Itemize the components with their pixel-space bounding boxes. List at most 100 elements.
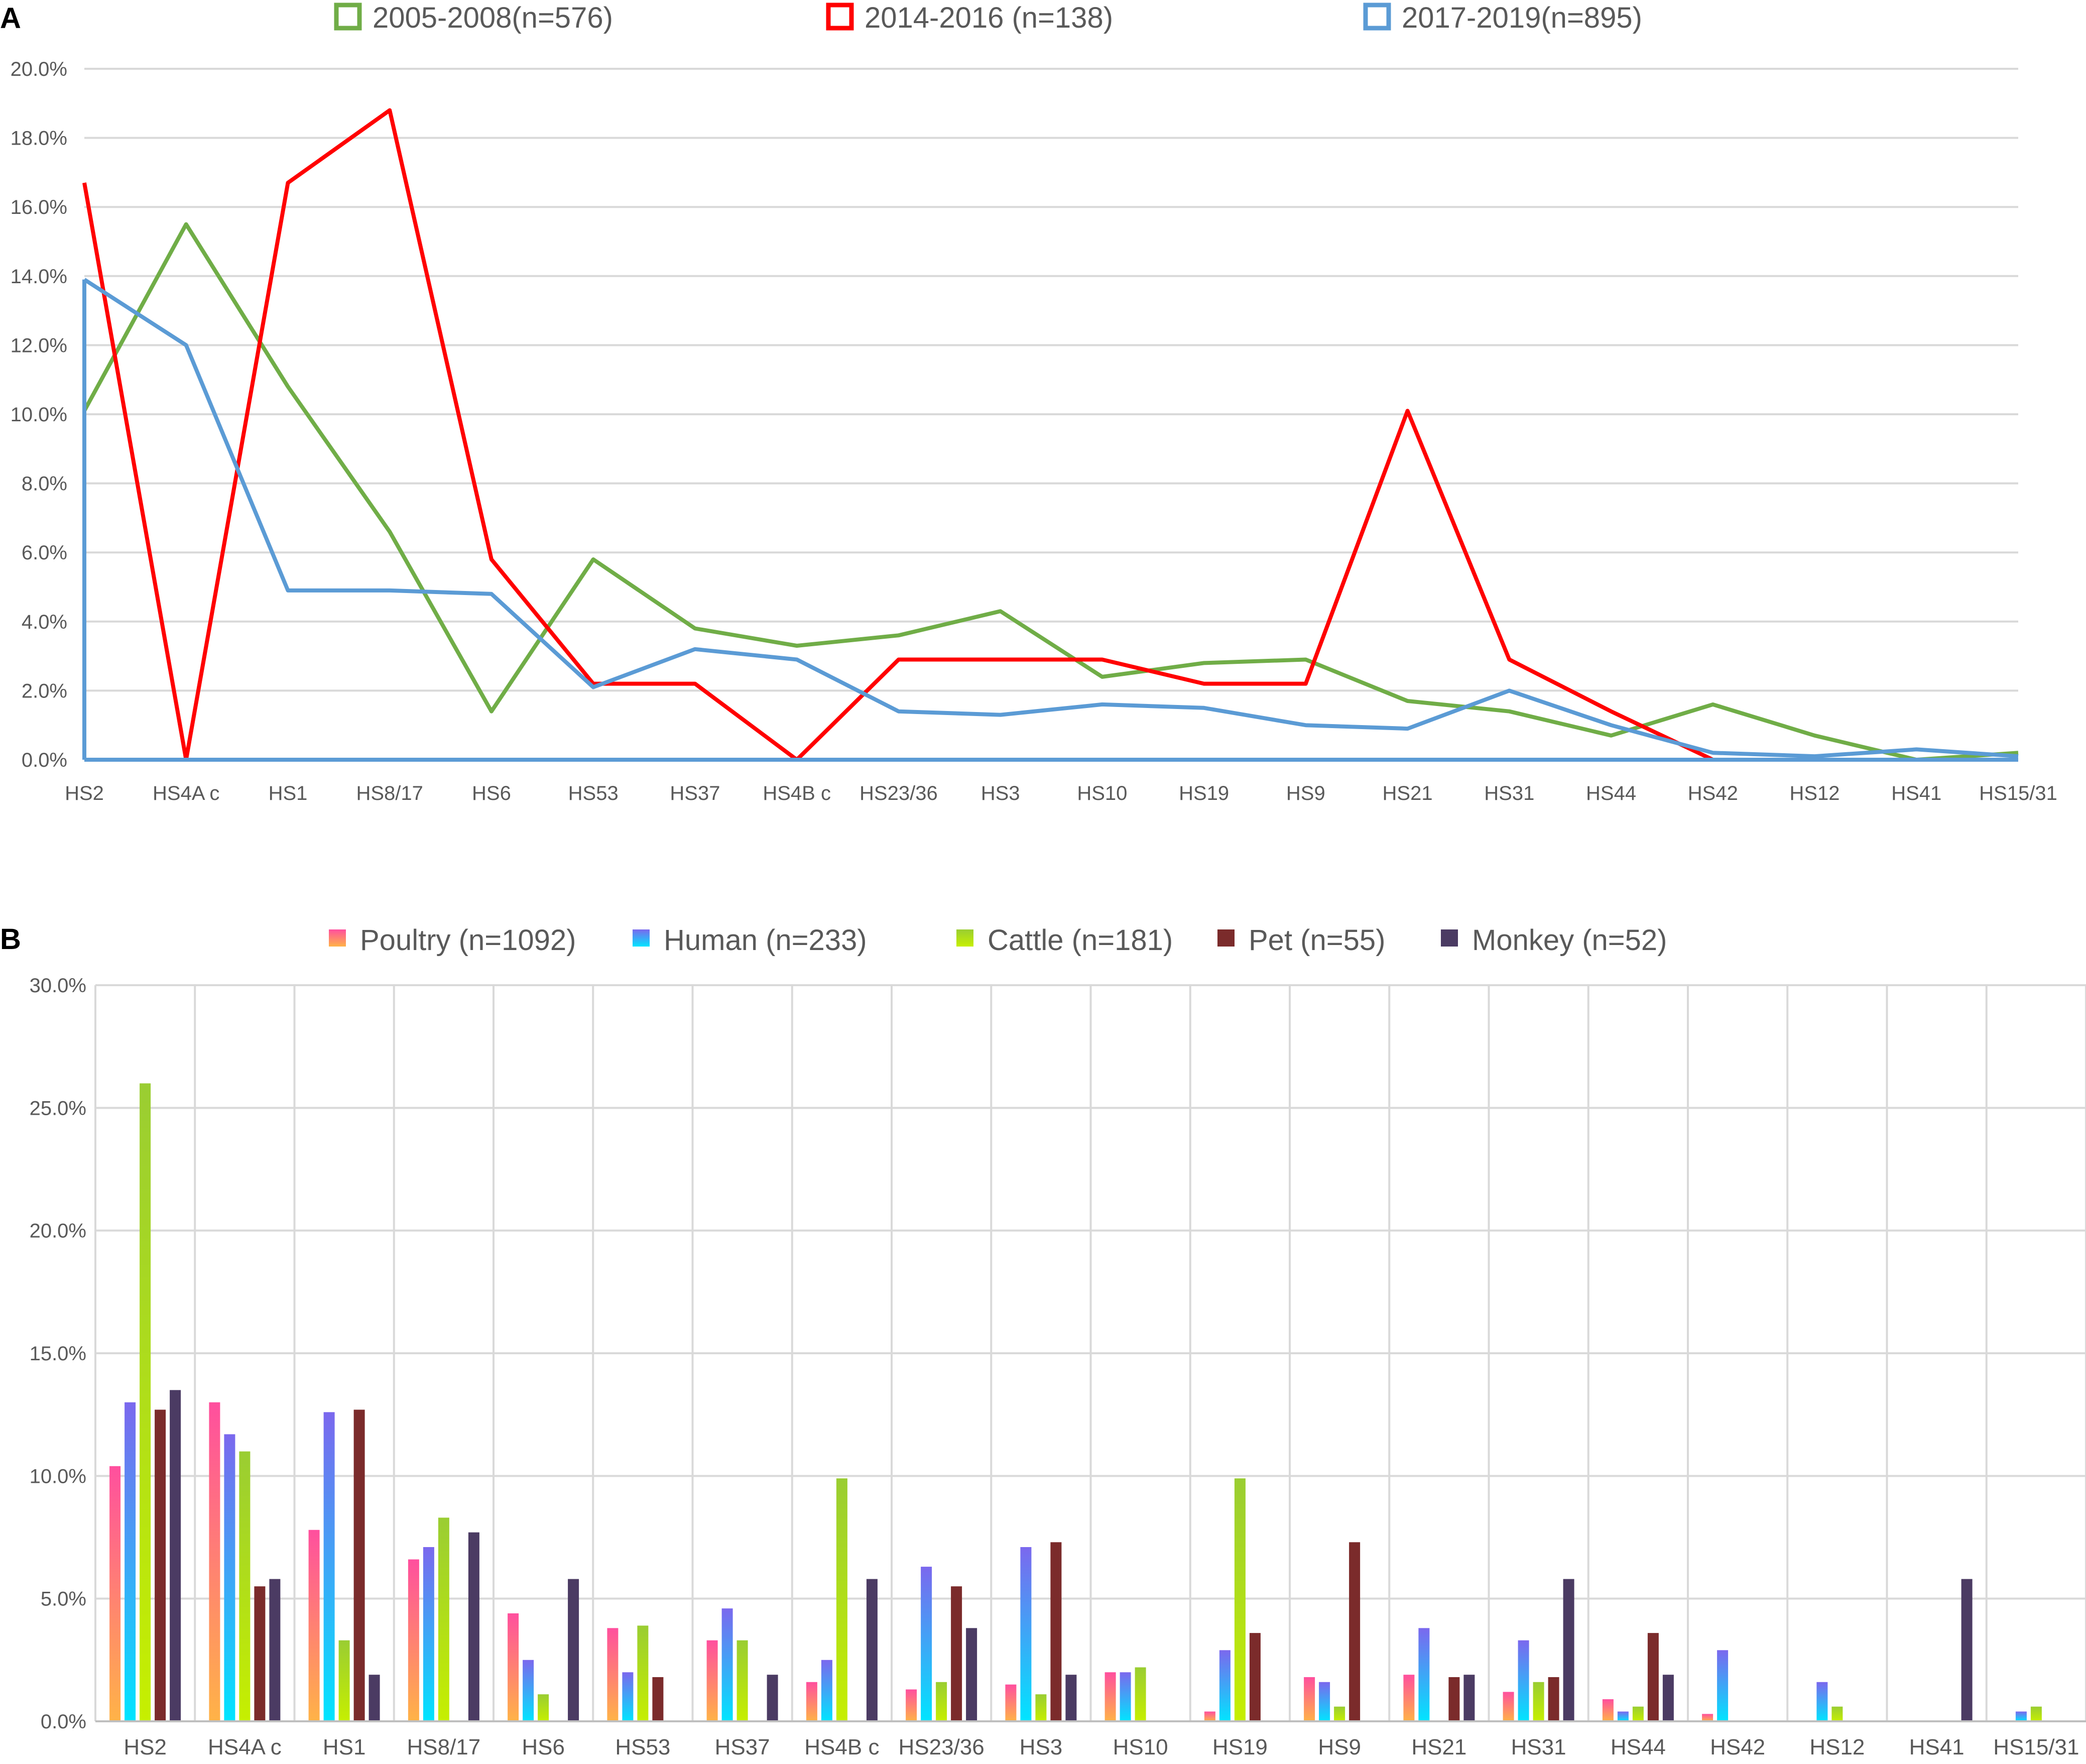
legend-swatch [1217, 929, 1235, 947]
y-tick-label: 2.0% [22, 680, 67, 702]
bar-monkey-hs1 [369, 1675, 380, 1721]
bar-cattle-hs8-17 [438, 1517, 449, 1721]
chart-b: Poultry (n=1092) Human (n=233) Cattle (n=1… [30, 924, 2086, 1759]
legend-label: 2017-2019(n=895) [1402, 2, 1642, 34]
y-tick-label: 25.0% [30, 1097, 86, 1119]
y-tick-label: 15.0% [30, 1343, 86, 1365]
bar-poultry-hs1 [308, 1530, 320, 1721]
chart-b-gridlines [94, 984, 2086, 1722]
bar-cattle-hs3 [1035, 1694, 1047, 1721]
bar-cattle-hs31 [1533, 1682, 1544, 1721]
bar-human-hs8-17 [423, 1547, 434, 1721]
bar-poultry-hs2 [109, 1466, 121, 1721]
bar-human-hs4b-c [821, 1660, 832, 1721]
chart-a: 2005-2008(n=576) 2014-2016 (n=138) 2017-20… [11, 2, 2057, 804]
bar-pet-hs3 [1050, 1542, 1062, 1721]
x-tick-label: HS44 [1586, 782, 1636, 804]
bar-cattle-hs1 [338, 1640, 350, 1721]
chart-a-series-lines [82, 108, 2019, 762]
x-tick-label: HS3 [1020, 1735, 1063, 1759]
bar-pet-hs31 [1548, 1677, 1559, 1721]
bar-cattle-hs12 [1831, 1706, 1843, 1721]
x-tick-label: HS15/31 [1979, 782, 2057, 804]
legend-label: Poultry (n=1092) [360, 924, 576, 957]
y-tick-label: 10.0% [11, 404, 67, 426]
y-tick-label: 14.0% [11, 266, 67, 288]
panel-b-label: B [0, 923, 21, 956]
bar-poultry-hs23-36 [906, 1689, 917, 1721]
x-tick-label: HS3 [981, 782, 1020, 804]
bar-monkey-hs23-36 [966, 1628, 977, 1721]
bar-pet-hs9 [1349, 1542, 1361, 1721]
x-tick-label: HS2 [124, 1735, 167, 1759]
series-line-2005-2008-n-576 [82, 222, 2019, 762]
x-tick-label: HS12 [1809, 1735, 1865, 1759]
bar-monkey-hs31 [1563, 1579, 1574, 1721]
bar-pet-hs19 [1249, 1633, 1261, 1721]
legend-label: Pet (n=55) [1249, 924, 1385, 957]
bar-monkey-hs6 [568, 1579, 579, 1721]
y-tick-label: 20.0% [11, 58, 67, 80]
x-tick-label: HS9 [1318, 1735, 1361, 1759]
bar-poultry-hs6 [508, 1613, 519, 1721]
y-tick-label: 0.0% [41, 1711, 86, 1733]
bar-monkey-hs4b-c [866, 1579, 878, 1721]
y-tick-label: 6.0% [22, 542, 67, 564]
bar-poultry-hs10 [1105, 1672, 1116, 1721]
bar-monkey-hs4a-c [269, 1579, 281, 1721]
bar-poultry-hs9 [1304, 1677, 1315, 1721]
bar-pet-hs44 [1647, 1633, 1659, 1721]
x-tick-label: HS2 [65, 782, 104, 804]
y-tick-label: 10.0% [30, 1465, 86, 1487]
bar-monkey-hs37 [767, 1675, 778, 1721]
x-tick-label: HS15/31 [1993, 1735, 2079, 1759]
bar-poultry-hs21 [1403, 1675, 1415, 1721]
x-tick-label: HS4A c [208, 1735, 282, 1759]
bar-monkey-hs2 [170, 1390, 181, 1721]
bar-monkey-hs21 [1463, 1675, 1475, 1721]
x-tick-label: HS37 [670, 782, 720, 804]
chart-a-legend: 2005-2008(n=576) 2014-2016 (n=138) 2017-20… [334, 2, 1642, 34]
bar-monkey-hs3 [1065, 1675, 1077, 1721]
x-tick-label: HS9 [1286, 782, 1325, 804]
y-tick-label: 20.0% [30, 1220, 86, 1242]
legend-swatch [826, 3, 854, 31]
bar-cattle-hs2 [140, 1083, 151, 1721]
chart-b-x-ticks: HS2 HS4A c HS1 HS8/17 HS6 HS53 HS37 HS4B c HS23/… [124, 1735, 2079, 1759]
bar-human-hs21 [1418, 1628, 1430, 1721]
bar-poultry-hs4a-c [209, 1402, 220, 1721]
legend-swatch [1441, 929, 1458, 947]
bar-human-hs53 [622, 1672, 634, 1721]
bar-human-hs3 [1020, 1547, 1032, 1721]
x-tick-label: HS23/36 [899, 1735, 985, 1759]
bar-human-hs44 [1617, 1711, 1629, 1721]
x-tick-label: HS12 [1789, 782, 1839, 804]
x-tick-label: HS1 [269, 782, 308, 804]
bar-cattle-hs6 [538, 1694, 549, 1721]
x-tick-label: HS10 [1077, 782, 1127, 804]
x-tick-label: HS21 [1411, 1735, 1466, 1759]
bar-human-hs2 [125, 1402, 136, 1721]
bar-human-hs10 [1120, 1672, 1131, 1721]
x-tick-label: HS10 [1113, 1735, 1168, 1759]
bar-human-hs6 [523, 1660, 534, 1721]
bar-cattle-hs15-31 [2030, 1706, 2042, 1721]
x-tick-label: HS41 [1891, 782, 1941, 804]
legend-label: Cattle (n=181) [988, 924, 1173, 957]
x-tick-label: HS8/17 [407, 1735, 480, 1759]
bar-cattle-hs37 [737, 1640, 748, 1721]
bar-cattle-hs53 [637, 1625, 649, 1721]
bar-human-hs37 [721, 1608, 733, 1721]
bar-pet-hs53 [652, 1677, 664, 1721]
x-tick-label: HS8/17 [356, 782, 423, 804]
bar-cattle-hs4a-c [239, 1451, 251, 1721]
bar-poultry-hs3 [1005, 1684, 1017, 1721]
bar-cattle-hs44 [1632, 1706, 1644, 1721]
x-tick-label: HS4B c [763, 782, 831, 804]
series-line-2017-2019-n-895 [83, 278, 2019, 759]
chart-a-gridlines [84, 68, 2018, 761]
bar-human-hs1 [323, 1412, 335, 1721]
x-tick-label: HS37 [715, 1735, 770, 1759]
chart-b-legend: Poultry (n=1092) Human (n=233) Cattle (n=1… [329, 924, 1667, 957]
